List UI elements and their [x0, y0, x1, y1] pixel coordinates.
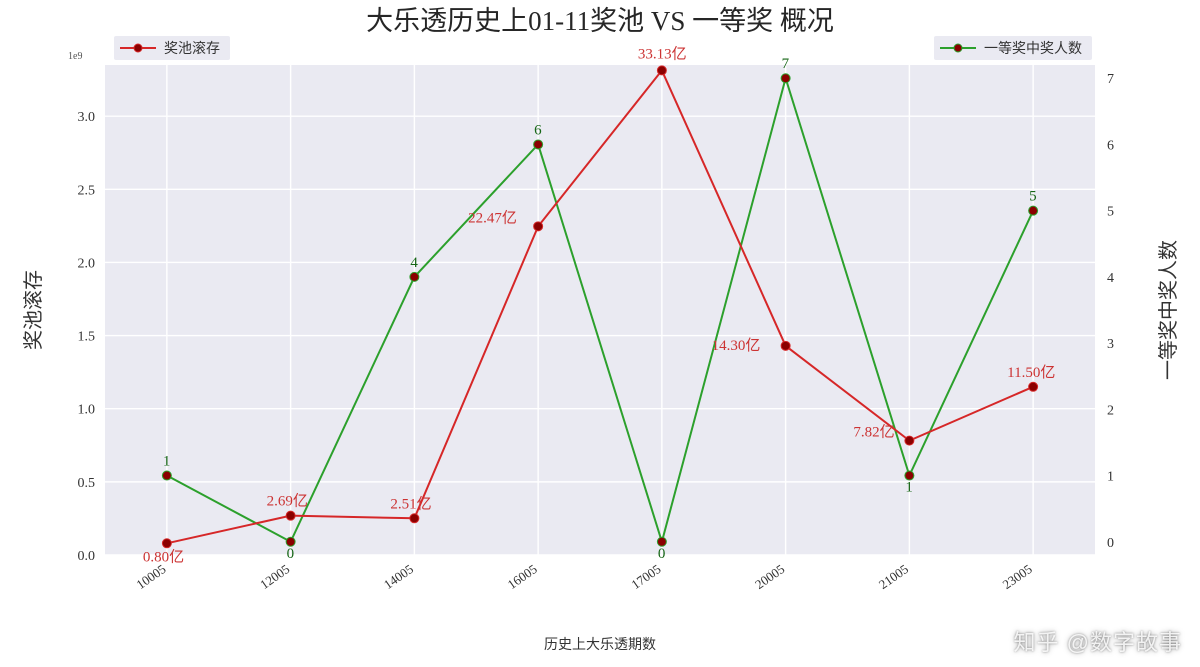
y-left-tick-label: 2.0	[78, 256, 96, 271]
x-axis-label: 历史上大乐透期数	[544, 637, 656, 653]
winners-series-value-label: 1	[905, 480, 913, 496]
winners-series-marker	[1029, 206, 1038, 215]
y-left-axis-label: 奖池滚存	[22, 270, 45, 350]
winners-series-value-label: 6	[534, 122, 542, 138]
pool-series-marker	[657, 66, 666, 75]
pool-series-marker	[410, 514, 419, 523]
pool-series-marker	[162, 539, 171, 548]
pool-series-value-label: 0.80亿	[143, 548, 184, 565]
winners-series-value-label: 0	[287, 546, 295, 562]
winners-series-value-label: 1	[163, 454, 171, 470]
y-left-tick-label: 3.0	[78, 110, 96, 125]
pool-series-marker	[1029, 382, 1038, 391]
pool-series-value-label: 11.50亿	[1007, 364, 1055, 381]
y-left-scale-note: 1e9	[68, 51, 82, 62]
pool-series-marker	[905, 436, 914, 445]
legend-winners-label: 一等奖中奖人数	[984, 40, 1082, 57]
pool-series-value-label: 14.30亿	[712, 337, 761, 354]
pool-series-marker	[534, 222, 543, 231]
chart-root: 大乐透历史上01-11奖池 VS 一等奖 概况 0.0 0.5 1.0 1.5 2.0 2.…	[0, 0, 1200, 667]
winners-series-value-label: 7	[782, 56, 790, 72]
y-right-tick-label: 4	[1107, 271, 1114, 286]
pool-series-value-label: 33.13亿	[638, 45, 687, 62]
legend-pool-label: 奖池滚存	[164, 40, 220, 57]
winners-series-value-label: 4	[410, 255, 418, 271]
winners-series-marker	[781, 74, 790, 83]
y-right-tick-label: 1	[1107, 470, 1114, 485]
y-right-tick-label: 0	[1107, 536, 1114, 551]
y-left-tick-label: 0.5	[78, 476, 96, 491]
legend-winners: 一等奖中奖人数	[934, 36, 1092, 60]
winners-series-marker	[410, 272, 419, 281]
chart-svg: 大乐透历史上01-11奖池 VS 一等奖 概况 0.0 0.5 1.0 1.5 2.0 2.…	[0, 0, 1200, 667]
y-left-tick-label: 0.0	[78, 549, 96, 564]
y-right-tick-label: 6	[1107, 138, 1114, 153]
y-right-tick-label: 3	[1107, 337, 1114, 352]
legend-pool: 奖池滚存	[114, 36, 230, 60]
pool-series-marker	[781, 341, 790, 350]
winners-series-marker	[534, 140, 543, 149]
pool-series-value-label: 2.69亿	[267, 493, 308, 510]
winners-series-marker	[162, 471, 171, 480]
y-left-tick-label: 1.5	[78, 330, 96, 345]
chart-title: 大乐透历史上01-11奖池 VS 一等奖 概况	[366, 6, 834, 36]
winners-series-value-label: 5	[1029, 189, 1037, 205]
pool-series-value-label: 2.51亿	[390, 495, 431, 512]
winners-series-value-label: 0	[658, 546, 666, 562]
y-right-tick-label: 7	[1107, 72, 1114, 87]
y-right-tick-label: 2	[1107, 403, 1114, 418]
pool-series-marker	[286, 511, 295, 520]
pool-series-value-label: 22.47亿	[468, 209, 517, 226]
y-left-tick-label: 2.5	[78, 183, 96, 198]
pool-series-value-label: 7.82亿	[853, 424, 894, 441]
y-left-tick-label: 1.0	[78, 403, 96, 418]
y-right-tick-label: 5	[1107, 205, 1114, 220]
y-right-axis-label: 一等奖中奖人数	[1157, 240, 1180, 380]
